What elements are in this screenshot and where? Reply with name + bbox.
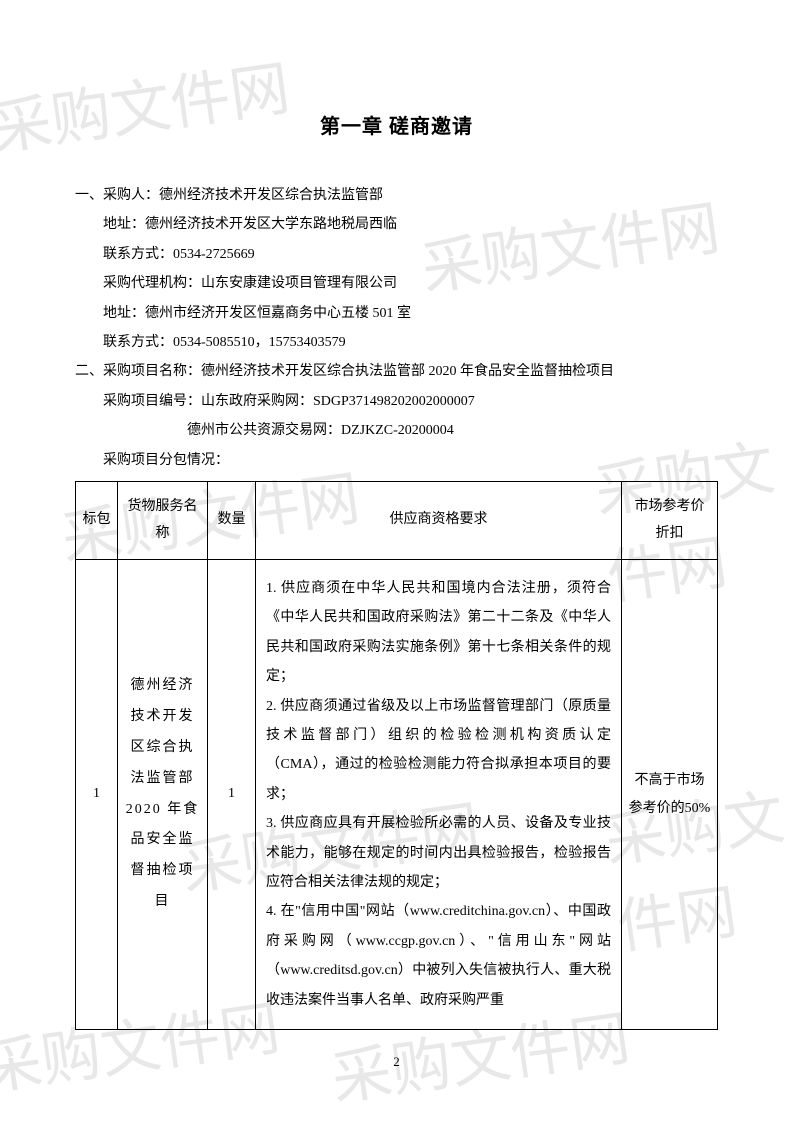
table-header-row: 标包 货物服务名称 数量 供应商资格要求 市场参考价折扣: [76, 481, 718, 559]
info-line-address-2: 地址：德州市经济开发区恒嘉商务中心五楼 501 室: [75, 299, 718, 328]
cell-requirements: 1. 供应商须在中华人民共和国境内合法注册，须符合《中华人民共和国政府采购法》第…: [256, 560, 622, 1030]
page-number: 2: [0, 1054, 793, 1070]
info-line-purchaser: 一、采购人：德州经济技术开发区综合执法监管部: [75, 181, 718, 210]
col-header-discount: 市场参考价折扣: [622, 481, 718, 559]
info-block: 一、采购人：德州经济技术开发区综合执法监管部 地址：德州经济技术开发区大学东路地…: [75, 181, 718, 475]
info-line-contact-2: 联系方式：0534-5085510，15753403579: [75, 328, 718, 357]
info-line-project-name: 二、采购项目名称：德州经济技术开发区综合执法监管部 2020 年食品安全监督抽检…: [75, 357, 718, 386]
info-line-package-intro: 采购项目分包情况：: [75, 446, 718, 475]
col-header-package: 标包: [76, 481, 118, 559]
info-line-project-code-1: 采购项目编号：山东政府采购网：SDGP371498202002000007: [75, 387, 718, 416]
info-line-contact-1: 联系方式：0534-2725669: [75, 240, 718, 269]
info-line-project-code-2: 德州市公共资源交易网：DZJKZC-20200004: [75, 416, 718, 445]
table-row: 1 德州经济技术开发区综合执法监管部 2020 年食品安全监督抽检项目 1 1.…: [76, 560, 718, 1030]
col-header-requirements: 供应商资格要求: [256, 481, 622, 559]
cell-discount: 不高于市场参考价的50%: [622, 560, 718, 1030]
col-header-service-name: 货物服务名称: [118, 481, 208, 559]
cell-quantity: 1: [208, 560, 256, 1030]
cell-service-name: 德州经济技术开发区综合执法监管部 2020 年食品安全监督抽检项目: [118, 560, 208, 1030]
info-line-address-1: 地址：德州经济技术开发区大学东路地税局西临: [75, 210, 718, 239]
cell-package: 1: [76, 560, 118, 1030]
col-header-quantity: 数量: [208, 481, 256, 559]
info-line-agency: 采购代理机构：山东安康建设项目管理有限公司: [75, 269, 718, 298]
package-table: 标包 货物服务名称 数量 供应商资格要求 市场参考价折扣 1 德州经济技术开发区…: [75, 481, 718, 1030]
package-table-wrap: 标包 货物服务名称 数量 供应商资格要求 市场参考价折扣 1 德州经济技术开发区…: [75, 481, 718, 1030]
chapter-title: 第一章 磋商邀请: [75, 110, 718, 139]
